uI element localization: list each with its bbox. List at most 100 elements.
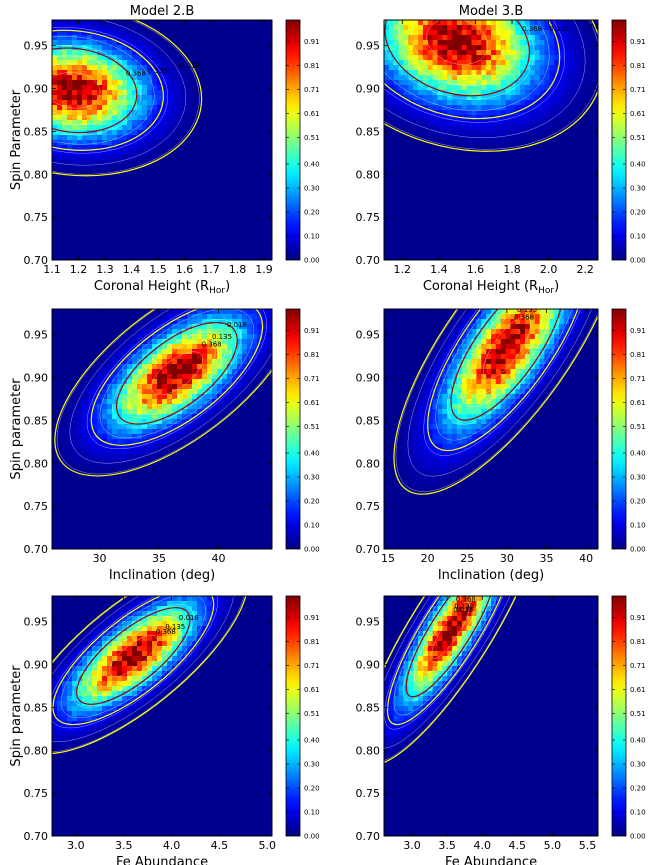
- x-tick-label: 1.7: [202, 263, 220, 276]
- contour-label: 0.368: [156, 628, 176, 636]
- y-tick-label: 0.70: [356, 543, 381, 556]
- y-tick-label: 0.90: [356, 372, 381, 385]
- colorbar-tick-label: 0.81: [304, 351, 320, 359]
- y-tick-label: 0.85: [356, 125, 381, 138]
- panel-title: Model 3.B: [459, 4, 524, 19]
- contour-level-3: [393, 309, 598, 495]
- x-tick-label: 3.0: [67, 839, 85, 852]
- colorbar-tick-label: 0.71: [304, 375, 320, 383]
- colorbar-tick-label: 0.30: [304, 474, 320, 482]
- panel-title: Model 2.B: [130, 4, 195, 19]
- contour-level-1: [405, 596, 496, 698]
- y-tick-label: 0.95: [24, 616, 49, 629]
- contour-label: 0.368: [514, 314, 534, 322]
- contour-label: 0.135: [165, 623, 185, 631]
- colorbar-tick-label: 0.61: [304, 399, 320, 407]
- y-axis-label: Spin parameter: [9, 378, 24, 480]
- colorbar-tick-label: 0.40: [630, 737, 646, 745]
- x-tick-label: 35: [152, 552, 166, 565]
- y-tick-label: 0.75: [356, 787, 381, 800]
- colorbar-tick-label: 0.91: [304, 327, 320, 335]
- y-tick-label: 0.75: [24, 211, 49, 224]
- y-tick-label: 0.80: [24, 457, 49, 470]
- x-tick-label: 5.0: [544, 839, 562, 852]
- contour-level-3: [52, 20, 203, 177]
- y-tick-label: 0.90: [356, 659, 381, 672]
- contour-label: 0.368: [202, 340, 222, 348]
- colorbar-tick-label: 0.10: [304, 809, 320, 817]
- x-axis-label: Fe Abundance: [445, 855, 537, 865]
- x-tick-label: 1.8: [229, 263, 247, 276]
- y-tick-label: 0.70: [24, 830, 49, 843]
- colorbar: 0.91 0.81 0.71 0.61 0.51 0.40 0.30 0.20 0.10 0.00: [285, 595, 320, 841]
- contour-level-2: [427, 309, 587, 452]
- y-tick-label: 0.95: [24, 40, 49, 53]
- colorbar: 0.91 0.81 0.71 0.61 0.51 0.40 0.30 0.20 0.10 0.00: [285, 308, 320, 554]
- colorbar-tick-label: 0.00: [630, 257, 646, 265]
- x-tick-label: 15: [381, 552, 395, 565]
- y-tick-label: 0.90: [356, 83, 381, 96]
- colorbar-tick-label: 0.40: [630, 450, 646, 458]
- x-axis-label: Coronal Height (RHor): [423, 279, 559, 296]
- x-tick-label: 5.5: [579, 839, 597, 852]
- colorbar-tick-label: 0.51: [630, 423, 646, 431]
- x-tick-label: 4.5: [509, 839, 527, 852]
- x-tick-label: 1.6: [176, 263, 194, 276]
- x-tick-label: 25: [460, 552, 474, 565]
- colorbar-tick-label: 0.20: [304, 498, 320, 506]
- colorbar-tick-label: 0.81: [630, 351, 646, 359]
- y-tick-label: 0.75: [356, 500, 381, 513]
- contour-label: 0.368: [522, 25, 542, 33]
- y-tick-label: 0.80: [24, 744, 49, 757]
- x-tick-label: 30: [500, 552, 514, 565]
- colorbar-tick-label: 0.00: [304, 257, 320, 265]
- contour-label: 0.018: [453, 606, 473, 614]
- x-tick-label: 20: [421, 552, 435, 565]
- contour-label: 0.135: [148, 67, 168, 75]
- y-tick-label: 0.90: [24, 659, 49, 672]
- colorbar-tick-label: 0.20: [304, 785, 320, 793]
- y-tick-label: 0.95: [24, 329, 49, 342]
- colorbar-tick-label: 0.81: [304, 638, 320, 646]
- y-tick-label: 0.95: [356, 329, 381, 342]
- x-tick-label: 1.8: [503, 263, 521, 276]
- colorbar-tick-label: 0.71: [630, 375, 646, 383]
- colorbar-tick-label: 0.81: [630, 638, 646, 646]
- x-tick-label: 4.5: [211, 839, 229, 852]
- x-tick-label: 1.2: [394, 263, 412, 276]
- colorbar-tick-label: 0.91: [630, 614, 646, 622]
- y-tick-label: 0.70: [24, 254, 49, 267]
- plot-frame: [51, 19, 273, 261]
- plot-frame: [51, 308, 273, 550]
- contour-level-3: [384, 596, 542, 766]
- contour-level-1: [76, 607, 191, 705]
- colorbar-tick-label: 0.61: [630, 399, 646, 407]
- y-tick-label: 0.70: [356, 254, 381, 267]
- x-tick-label: 1.4: [430, 263, 448, 276]
- contour-label: 0.135: [454, 603, 474, 611]
- x-tick-label: 40: [211, 552, 225, 565]
- colorbar-tick-label: 0.40: [304, 450, 320, 458]
- x-tick-label: 35: [539, 552, 553, 565]
- colorbar-tick-label: 0.91: [630, 38, 646, 46]
- colorbar-tick-label: 0.10: [304, 233, 320, 241]
- x-tick-label: 4.0: [163, 839, 181, 852]
- colorbar-tick-label: 0.20: [304, 209, 320, 217]
- colorbar: 0.91 0.81 0.71 0.61 0.51 0.40 0.30 0.20 0.10 0.00: [611, 19, 646, 265]
- panel-2: 0.368 0.135 0.018 1.2 1.4 1.6 1.8 2.0 2.2 0.70 0.7…: [356, 4, 646, 296]
- colorbar-tick-label: 0.20: [630, 785, 646, 793]
- contour-level-2: [52, 29, 164, 151]
- colorbar-tick-label: 0.61: [304, 110, 320, 118]
- y-tick-label: 0.90: [24, 372, 49, 385]
- contour-label: 0.018: [179, 614, 199, 622]
- colorbar-tick-label: 0.30: [304, 185, 320, 193]
- contour-level-1: [450, 309, 564, 421]
- colorbar: 0.91 0.81 0.71 0.61 0.51 0.40 0.30 0.20 0.10 0.00: [285, 19, 320, 265]
